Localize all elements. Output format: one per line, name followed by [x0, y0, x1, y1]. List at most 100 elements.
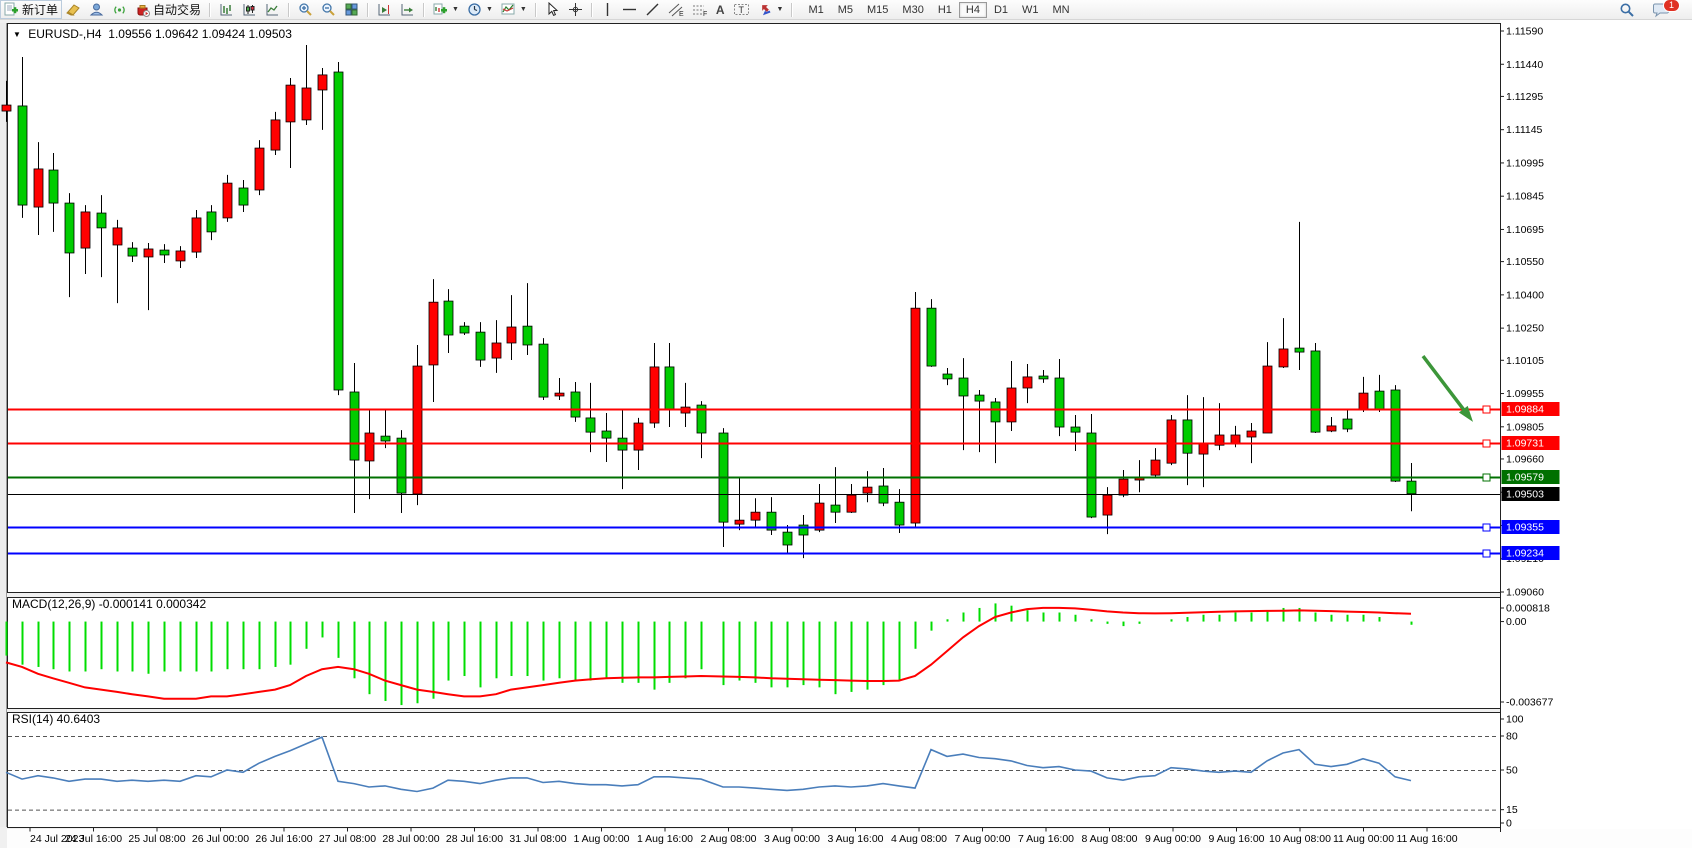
- new-order-icon: [4, 2, 19, 17]
- tile-windows-button[interactable]: [340, 0, 363, 19]
- line-chart-icon: [265, 2, 280, 17]
- chart-shift-button[interactable]: [373, 0, 396, 19]
- svg-text:1.11440: 1.11440: [1506, 59, 1543, 71]
- svg-text:28 Jul 00:00: 28 Jul 00:00: [382, 833, 439, 845]
- clock-icon: [467, 2, 482, 17]
- autotrade-label: 自动交易: [153, 3, 202, 17]
- svg-text:1.09060: 1.09060: [1506, 587, 1544, 599]
- candle-chart-button[interactable]: [238, 0, 261, 19]
- auto-scroll-button[interactable]: [396, 0, 419, 19]
- profile-button[interactable]: [85, 0, 108, 19]
- svg-text:80: 80: [1506, 731, 1518, 743]
- zoom-in-button[interactable]: [294, 0, 317, 19]
- periods-button[interactable]: ▼: [463, 0, 497, 19]
- svg-text:1.09234: 1.09234: [1506, 548, 1544, 560]
- toolbar-right: 1: [1615, 0, 1680, 19]
- horizontal-line-button[interactable]: [618, 0, 641, 19]
- macd-histogram: [5, 603, 1413, 706]
- drawn-arrow[interactable]: [1421, 355, 1473, 422]
- macd-pane[interactable]: [7, 597, 1501, 709]
- svg-text:1.09503: 1.09503: [1506, 489, 1544, 501]
- svg-text:0.000818: 0.000818: [1506, 603, 1550, 615]
- collapse-ohlc-icon[interactable]: ▼: [13, 30, 21, 39]
- timeframe-MN[interactable]: MN: [1052, 3, 1070, 16]
- svg-text:1.09660: 1.09660: [1506, 453, 1544, 465]
- fibonacci-button[interactable]: F: [688, 0, 712, 19]
- svg-text:1.10105: 1.10105: [1506, 355, 1544, 367]
- price-level-lines[interactable]: [8, 405, 1500, 558]
- trendline-button[interactable]: [641, 0, 664, 19]
- new-chart-button[interactable]: ▼: [429, 0, 463, 19]
- new-order-label: 新订单: [22, 3, 59, 17]
- arrows-button[interactable]: ▼: [754, 0, 788, 19]
- text-button[interactable]: A: [712, 0, 729, 19]
- price-axis[interactable]: 1.11590 1.11440 1.11295 1.11145 1.10995 1.108…: [1500, 23, 1560, 832]
- svg-text:1.11295: 1.11295: [1506, 91, 1543, 103]
- search-icon: [1619, 2, 1635, 18]
- bar-chart-button[interactable]: [215, 0, 238, 19]
- chat-button[interactable]: 1: [1649, 0, 1680, 19]
- timeframe-M15[interactable]: M15: [867, 3, 889, 16]
- svg-text:-0.003677: -0.003677: [1506, 697, 1553, 709]
- zoom-out-button[interactable]: [317, 0, 340, 19]
- dropdown-caret: ▼: [519, 6, 527, 13]
- eraser-button[interactable]: [62, 0, 85, 19]
- svg-text:1.09805: 1.09805: [1506, 421, 1544, 433]
- text-label-button[interactable]: T: [729, 0, 754, 19]
- chart-title[interactable]: ▼ EURUSD-,H4 1.09556 1.09642 1.09424 1.0…: [13, 27, 292, 41]
- timeframe-H1[interactable]: H1: [937, 3, 952, 16]
- notification-badge: 1: [1663, 0, 1680, 12]
- chart-symbol: EURUSD-,H4: [28, 27, 102, 41]
- svg-text:1.10250: 1.10250: [1506, 323, 1544, 335]
- timeframe-M5[interactable]: M5: [837, 3, 854, 16]
- toolbar-separator: [534, 2, 537, 17]
- profile-icon: [89, 2, 104, 17]
- svg-text:24 Jul 16:00: 24 Jul 16:00: [65, 833, 122, 845]
- svg-text:8 Aug 08:00: 8 Aug 08:00: [1081, 833, 1137, 845]
- timeframe-W1[interactable]: W1: [1022, 3, 1039, 16]
- tile-windows-icon: [344, 2, 359, 17]
- macd-indicator-label: MACD(12,26,9) -0.000141 0.000342: [12, 597, 207, 611]
- svg-text:1.09731: 1.09731: [1506, 438, 1544, 450]
- search-button[interactable]: [1615, 0, 1639, 19]
- rsi-indicator-label: RSI(14) 40.6403: [12, 712, 101, 726]
- line-handle: [1482, 439, 1491, 448]
- timeframe-D1[interactable]: D1: [993, 3, 1009, 16]
- svg-text:1.10995: 1.10995: [1506, 157, 1544, 169]
- vertical-line-icon: [601, 2, 614, 17]
- fibo-F-icon: F: [692, 2, 708, 17]
- autotrade-button[interactable]: 自动交易: [131, 0, 205, 19]
- ohlc-low: 1.09424: [201, 27, 246, 41]
- line-chart-button[interactable]: [261, 0, 284, 19]
- equidistant-channel-button[interactable]: E: [664, 0, 688, 19]
- crosshair-button[interactable]: [564, 0, 587, 19]
- line-handle: [1482, 549, 1491, 558]
- autotrade-icon: [135, 2, 151, 17]
- price-tag-1.09234: 1.09234: [1501, 546, 1560, 560]
- channel-E-icon: E: [668, 2, 684, 17]
- svg-text:15: 15: [1506, 804, 1518, 816]
- letter-A-icon: A: [715, 2, 725, 17]
- signals-button[interactable]: [108, 0, 131, 19]
- indicators-button[interactable]: ▼: [497, 0, 531, 19]
- svg-text:1.10695: 1.10695: [1506, 224, 1544, 236]
- timeframe-M30[interactable]: M30: [902, 3, 924, 16]
- new-order-button[interactable]: 新订单: [0, 0, 63, 19]
- signals-icon: [112, 2, 127, 17]
- svg-text:100: 100: [1506, 714, 1524, 726]
- svg-text:0.00: 0.00: [1506, 616, 1527, 628]
- svg-text:1.10400: 1.10400: [1506, 289, 1544, 301]
- ohlc-bars-icon: [219, 2, 234, 17]
- toolbar-separator: [590, 2, 593, 17]
- vertical-line-button[interactable]: [597, 0, 618, 19]
- timeframe-H4[interactable]: H4: [958, 1, 987, 18]
- main-pane[interactable]: [7, 23, 1501, 593]
- timeframe-M1[interactable]: M1: [808, 3, 824, 16]
- cursor-button[interactable]: [541, 0, 564, 19]
- svg-text:1 Aug 00:00: 1 Aug 00:00: [573, 833, 629, 845]
- line-handle: [1482, 473, 1491, 482]
- svg-text:T: T: [738, 5, 744, 15]
